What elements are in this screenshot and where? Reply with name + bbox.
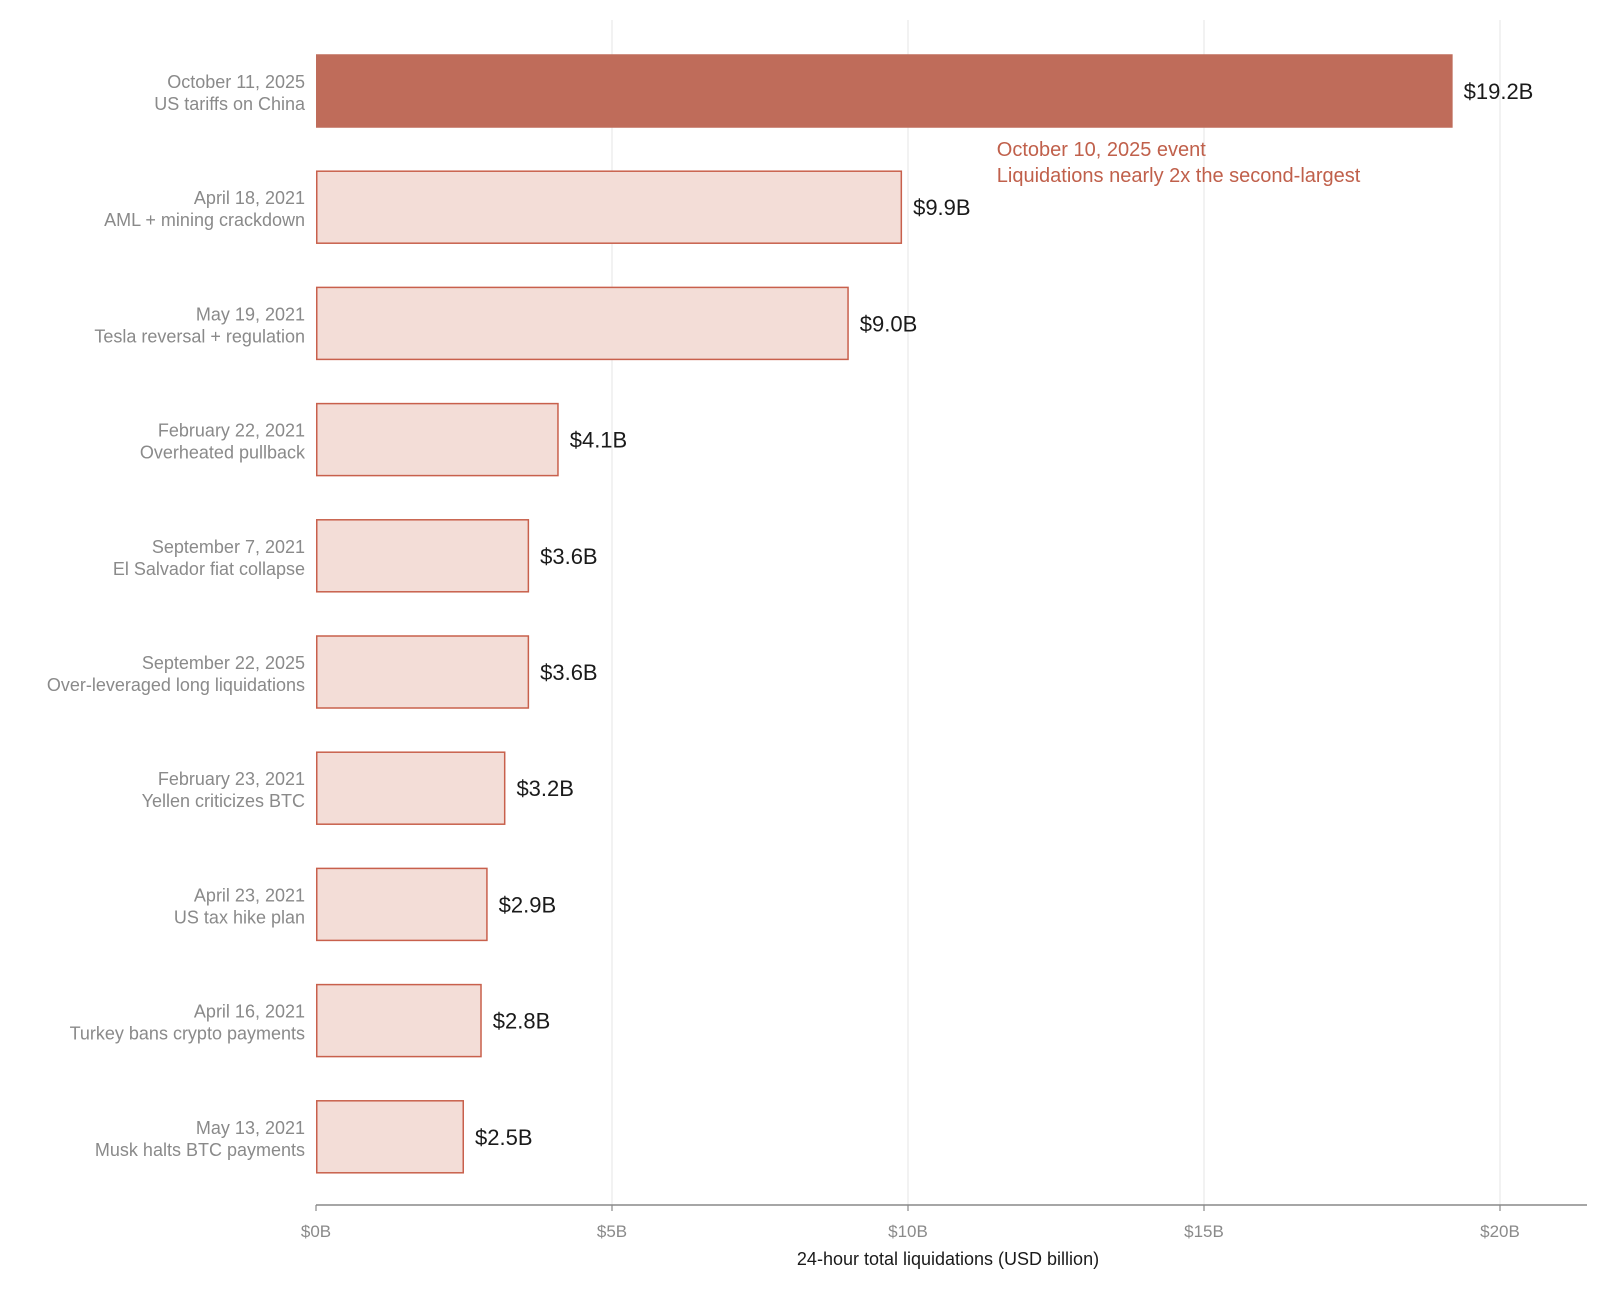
annotation-line-1: October 10, 2025 event [997,139,1206,161]
category-date-label: September 7, 2021 [152,537,305,557]
category-date-label: April 23, 2021 [194,885,305,905]
category-event-label: Yellen criticizes BTC [142,791,305,811]
gridlines [611,20,1501,1205]
bar [316,519,530,593]
category-date-label: February 23, 2021 [158,769,305,789]
value-label: $2.8B [493,1009,551,1034]
bar [316,402,559,477]
value-label: $2.5B [475,1125,533,1150]
category-date-label: May 13, 2021 [196,1118,305,1138]
category-event-label: US tax hike plan [174,907,305,927]
x-axis-title: 24-hour total liquidations (USD billion) [797,1249,1099,1269]
bars [316,54,1453,1174]
category-date-label: April 18, 2021 [194,188,305,208]
x-tick-label: $15B [1184,1222,1224,1241]
x-tick-label: $5B [597,1222,627,1241]
bar [316,1100,464,1174]
value-label: $3.6B [540,660,598,685]
category-date-label: April 16, 2021 [194,1002,305,1022]
category-event-label: Musk halts BTC payments [95,1140,305,1160]
value-label: $4.1B [570,428,628,453]
category-date-label: February 22, 2021 [158,421,305,441]
bar [316,751,506,825]
category-event-label: AML + mining crackdown [104,210,305,230]
value-labels: $19.2B $9.9B $9.0B $4.1B $3.6B $3.6B $3.2B $2.9… [475,79,1533,1150]
bar [316,170,903,244]
value-label: $3.6B [540,544,598,569]
bar [316,867,488,942]
annotation-line-2: Liquidations nearly 2x the second-larges… [997,165,1361,187]
value-label: $2.9B [499,892,557,917]
category-date-label: May 19, 2021 [196,304,305,324]
category-event-label: Over-leveraged long liquidations [47,675,305,695]
bar [316,54,1453,128]
category-date-label: October 11, 2025 [167,72,305,92]
value-label: $3.2B [516,776,574,801]
category-event-label: Tesla reversal + regulation [94,326,305,346]
bar [316,983,482,1058]
category-date-label: September 22, 2025 [142,653,305,673]
bar [316,635,530,709]
x-tick-label: $20B [1480,1222,1520,1241]
x-tick-label: $10B [888,1222,928,1241]
category-event-label: El Salvador fiat collapse [113,559,305,579]
x-axis: $0B $5B $10B $15B $20B [301,1204,1587,1241]
category-event-label: Turkey bans crypto payments [70,1024,305,1044]
category-event-label: Overheated pullback [140,443,306,463]
x-tick-label: $0B [301,1222,331,1241]
value-label: $19.2B [1464,79,1534,104]
category-event-label: US tariffs on China [154,94,306,114]
value-label: $9.0B [860,311,918,336]
bar [316,286,849,361]
value-label: $9.9B [913,195,971,220]
annotation: October 10, 2025 event Liquidations near… [997,139,1361,187]
